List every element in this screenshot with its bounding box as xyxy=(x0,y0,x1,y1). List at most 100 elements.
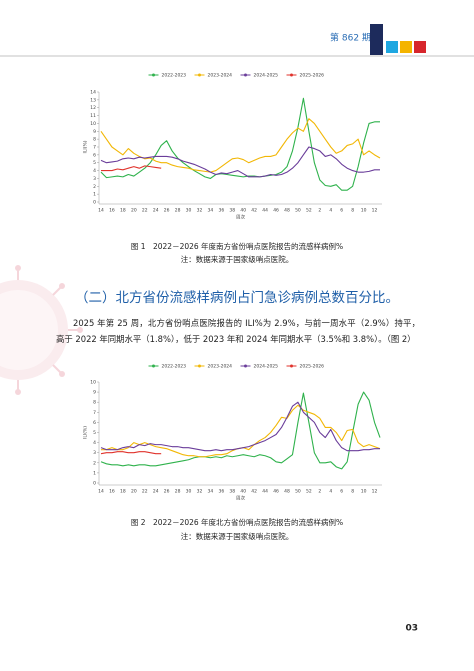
y-tick-label: 6 xyxy=(93,420,96,426)
logo-block xyxy=(400,41,412,53)
series-line xyxy=(100,401,380,452)
y-tick-label: 9 xyxy=(93,129,96,135)
x-tick-label: 44 xyxy=(262,489,268,495)
x-axis-label: 周次 xyxy=(236,495,245,502)
x-tick-label: 10 xyxy=(361,489,367,495)
legend-label: 2025-2026 xyxy=(300,73,325,79)
x-tick-label: 24 xyxy=(153,208,159,214)
legend-label: 2024-2025 xyxy=(254,364,279,370)
y-tick-label: 7 xyxy=(93,145,96,151)
x-tick-label: 22 xyxy=(142,489,148,495)
x-tick-label: 38 xyxy=(229,208,235,214)
x-tick-label: 12 xyxy=(372,208,378,214)
x-tick-label: 4 xyxy=(329,489,332,495)
series-line xyxy=(100,118,381,173)
issue-number: 第 862 期 xyxy=(330,32,371,44)
legend-marker xyxy=(198,364,201,368)
x-tick-label: 44 xyxy=(262,208,268,214)
y-tick-label: 3 xyxy=(93,450,96,456)
y-tick-label: 5 xyxy=(93,430,96,436)
x-tick-label: 32 xyxy=(197,208,203,214)
x-tick-label: 40 xyxy=(240,489,246,495)
logo-block xyxy=(386,41,398,53)
virus-decoration xyxy=(0,265,83,395)
series-line xyxy=(100,451,162,455)
x-tick-label: 18 xyxy=(120,208,126,214)
section-title: （二）北方省份流感样病例占门急诊病例总数百分比。 xyxy=(75,289,399,306)
x-axis-label: 周次 xyxy=(236,214,245,221)
x-tick-label: 6 xyxy=(340,489,343,495)
page-number: 03 xyxy=(405,624,418,634)
series-line xyxy=(100,391,381,470)
x-tick-label: 24 xyxy=(153,489,159,495)
paragraph: 2025 年第 25 周，北方省份哨点医院报告的 ILI%为 2.9%，与前一周… xyxy=(56,318,420,344)
x-tick-label: 50 xyxy=(295,489,301,495)
y-tick-label: 11 xyxy=(90,113,96,119)
x-tick-label: 32 xyxy=(197,489,203,495)
legend-marker xyxy=(152,73,155,77)
figure-note: 注：数据来源于国家级哨点医院。 xyxy=(181,531,294,541)
x-tick-label: 40 xyxy=(240,208,246,214)
x-tick-label: 16 xyxy=(109,489,115,495)
logo-block xyxy=(414,41,426,53)
legend-label: 2023-2024 xyxy=(208,73,233,79)
figure-caption: 图 2 2022－2026 年度北方省份哨点医院报告的流感样病例% xyxy=(131,517,343,527)
x-tick-label: 30 xyxy=(186,208,192,214)
legend-label: 2022-2023 xyxy=(162,364,187,370)
x-tick-label: 52 xyxy=(306,208,312,214)
y-tick-label: 8 xyxy=(93,137,96,143)
y-axis-label: ILI(%) xyxy=(83,140,89,153)
y-tick-label: 3 xyxy=(93,176,96,182)
x-tick-label: 26 xyxy=(164,208,170,214)
legend-marker xyxy=(198,73,201,77)
x-tick-label: 14 xyxy=(98,208,104,214)
y-tick-label: 1 xyxy=(93,192,96,198)
figure-note: 注：数据来源于国家级哨点医院。 xyxy=(181,254,294,264)
legend-label: 2022-2023 xyxy=(162,73,187,79)
x-tick-label: 36 xyxy=(218,208,224,214)
y-tick-label: 10 xyxy=(90,121,96,127)
x-tick-label: 38 xyxy=(229,489,235,495)
x-tick-label: 28 xyxy=(175,208,181,214)
y-axis-label: ILI(%) xyxy=(83,426,89,439)
x-tick-label: 2 xyxy=(318,208,321,214)
x-tick-label: 14 xyxy=(98,489,104,495)
x-tick-label: 6 xyxy=(340,208,343,214)
x-tick-label: 2 xyxy=(318,489,321,495)
x-tick-label: 34 xyxy=(208,208,214,214)
y-tick-label: 10 xyxy=(90,380,96,386)
series-line xyxy=(100,97,380,191)
x-tick-label: 42 xyxy=(251,489,257,495)
x-tick-label: 22 xyxy=(142,208,148,214)
y-tick-label: 7 xyxy=(93,410,96,416)
x-tick-label: 46 xyxy=(273,489,279,495)
x-tick-label: 30 xyxy=(186,489,192,495)
x-tick-label: 28 xyxy=(175,489,181,495)
x-tick-label: 10 xyxy=(361,208,367,214)
legend-marker xyxy=(244,364,247,368)
y-tick-label: 4 xyxy=(93,168,96,174)
legend-label: 2024-2025 xyxy=(254,73,279,79)
y-tick-label: 9 xyxy=(93,390,96,396)
y-tick-label: 1 xyxy=(93,470,96,476)
y-tick-label: 4 xyxy=(93,440,96,446)
legend-marker xyxy=(290,364,293,368)
x-tick-label: 46 xyxy=(273,208,279,214)
legend-label: 2025-2026 xyxy=(300,364,325,370)
x-tick-label: 16 xyxy=(109,208,115,214)
x-tick-label: 36 xyxy=(218,489,224,495)
x-tick-label: 8 xyxy=(351,208,354,214)
x-tick-label: 4 xyxy=(329,208,332,214)
x-tick-label: 34 xyxy=(208,489,214,495)
x-tick-label: 18 xyxy=(120,489,126,495)
y-tick-label: 13 xyxy=(90,97,96,103)
y-tick-label: 6 xyxy=(93,152,96,158)
legend-label: 2023-2024 xyxy=(208,364,233,370)
y-tick-label: 2 xyxy=(93,460,96,466)
legend-marker xyxy=(244,73,247,77)
y-tick-label: 14 xyxy=(90,90,96,96)
y-tick-label: 8 xyxy=(93,400,96,406)
x-tick-label: 48 xyxy=(284,208,290,214)
x-tick-label: 12 xyxy=(372,489,378,495)
logo-block xyxy=(370,24,383,55)
